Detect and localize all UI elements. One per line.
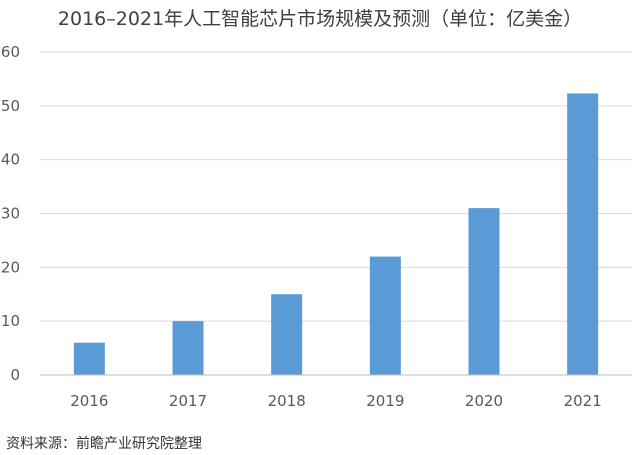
y-tick-label: 60 xyxy=(1,43,20,61)
y-axis-tick-labels: 0 10 20 30 40 50 60 xyxy=(1,43,20,384)
x-tick-label: 2017 xyxy=(169,392,207,410)
bar-2016 xyxy=(73,342,105,375)
y-tick-label: 40 xyxy=(1,151,20,169)
source-note: 资料来源：前瞻产业研究院整理 xyxy=(6,436,202,452)
bar-2020 xyxy=(468,208,500,375)
x-tick-label: 2018 xyxy=(268,392,306,410)
y-tick-label: 10 xyxy=(1,312,20,330)
bar-2018 xyxy=(271,294,303,375)
y-tick-label: 50 xyxy=(1,97,20,115)
y-tick-label: 20 xyxy=(1,258,20,276)
y-tick-label: 0 xyxy=(10,366,20,384)
bars xyxy=(73,93,599,376)
chart-title: 2016–2021年人工智能芯片市场规模及预测（单位：亿美金） xyxy=(57,8,583,30)
bar-2017 xyxy=(172,321,204,375)
bar-2021 xyxy=(567,93,599,376)
gridlines xyxy=(40,51,632,322)
x-tick-label: 2020 xyxy=(465,392,503,410)
x-tick-label: 2021 xyxy=(564,392,602,410)
y-tick-label: 30 xyxy=(1,205,20,223)
x-tick-label: 2019 xyxy=(366,392,404,410)
x-axis-tick-labels: 2016 2017 2018 2019 2020 2021 xyxy=(70,392,602,410)
bar-2019 xyxy=(369,256,401,375)
x-tick-label: 2016 xyxy=(70,392,108,410)
